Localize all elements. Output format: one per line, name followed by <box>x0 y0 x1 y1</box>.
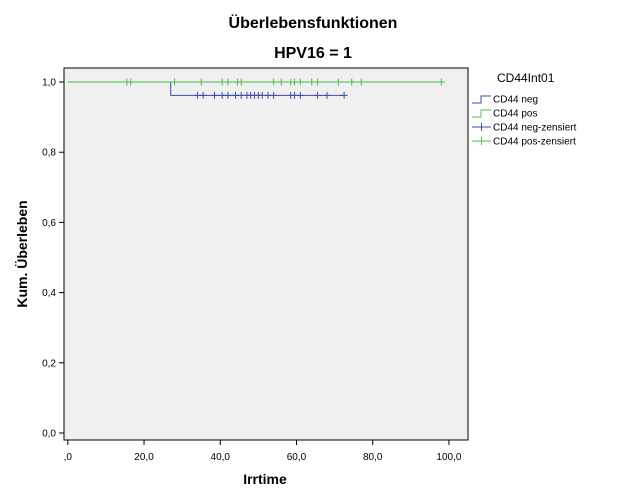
legend-swatch <box>472 109 491 118</box>
censor-mark-cd44-pos <box>348 78 356 86</box>
y-tick-label: 0,8 <box>42 148 56 159</box>
y-tick-label: 1,0 <box>42 78 56 89</box>
series-layer <box>67 78 445 99</box>
y-tick-label: 0,6 <box>42 218 56 229</box>
x-tick-label: 20,0 <box>134 452 154 463</box>
legend-item: CD44 pos-zensiert <box>472 137 576 148</box>
legend-item: CD44 pos <box>472 109 537 120</box>
legend-label: CD44 pos <box>493 109 537 120</box>
censor-mark-cd44-neg <box>313 91 321 99</box>
censor-mark-cd44-neg <box>211 91 219 99</box>
legend: CD44Int01 CD44 neg CD44 pos CD44 neg-zensi… <box>472 71 577 148</box>
y-tick-label: 0,4 <box>42 288 56 299</box>
chart-subtitle: HPV16 = 1 <box>274 45 352 62</box>
legend-title: CD44Int01 <box>497 71 555 85</box>
censor-mark-cd44-pos <box>197 78 205 86</box>
x-tick-label: 60,0 <box>287 452 307 463</box>
censor-mark-cd44-pos <box>437 78 445 86</box>
legend-label: CD44 neg-zensiert <box>493 123 577 134</box>
y-axis: 0,0 0,2 0,4 0,6 0,8 1,0 <box>42 78 64 439</box>
legend-swatch <box>472 95 491 104</box>
y-axis-label: Kum. Überleben <box>14 200 30 307</box>
legend-item: CD44 neg <box>472 95 538 106</box>
censor-mark-cd44-neg <box>323 91 331 99</box>
censor-mark-cd44-neg <box>199 91 207 99</box>
legend-item: CD44 neg-zensiert <box>472 123 577 134</box>
y-tick-label: 0,0 <box>42 428 56 439</box>
censor-mark-cd44-pos <box>296 78 304 86</box>
legend-label: CD44 neg <box>493 95 538 106</box>
x-axis: ,0 20,0 40,0 60,0 80,0 100,0 <box>64 440 462 463</box>
censor-mark-cd44-neg <box>340 91 348 99</box>
censor-mark-cd44-pos <box>237 78 245 86</box>
censor-mark-cd44-pos <box>313 78 321 86</box>
censor-mark-cd44-pos <box>277 78 285 86</box>
censor-mark-cd44-pos <box>270 78 278 86</box>
chart-title: Überlebensfunktionen <box>229 13 398 32</box>
x-tick-label: 40,0 <box>211 452 231 463</box>
censor-mark-cd44-neg <box>296 91 304 99</box>
censor-mark-cd44-neg <box>224 91 232 99</box>
legend-label: CD44 pos-zensiert <box>493 137 576 148</box>
censor-mark-cd44-neg <box>270 91 278 99</box>
censor-mark-cd44-pos <box>224 78 232 86</box>
x-tick-label: 100,0 <box>436 452 461 463</box>
x-axis-label: Irrtime <box>243 471 287 487</box>
x-tick-label: ,0 <box>64 452 73 463</box>
censor-mark-cd44-pos <box>127 78 135 86</box>
plot-area <box>63 67 469 441</box>
x-tick-label: 80,0 <box>363 452 383 463</box>
censor-mark-cd44-pos <box>357 78 365 86</box>
y-tick-label: 0,2 <box>42 358 56 369</box>
censor-mark-cd44-pos <box>171 78 179 86</box>
censor-mark-cd44-pos <box>334 78 342 86</box>
